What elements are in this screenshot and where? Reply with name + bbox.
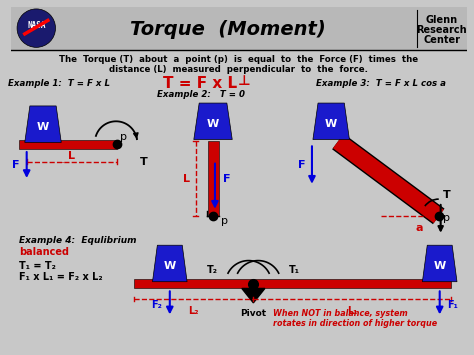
Polygon shape (25, 106, 61, 142)
Text: Example 3:  T = F x L cos a: Example 3: T = F x L cos a (316, 80, 446, 88)
Bar (134, 279, 451, 288)
Text: Example 1:  T = F x L: Example 1: T = F x L (9, 80, 110, 88)
Text: T₁ = T₂: T₁ = T₂ (19, 261, 56, 271)
Text: p: p (120, 132, 127, 142)
Bar (19, 140, 117, 149)
Text: Pivot: Pivot (240, 308, 266, 318)
Text: L: L (68, 151, 75, 161)
Text: Torque  (Moment): Torque (Moment) (129, 20, 325, 39)
Text: Center: Center (423, 35, 460, 45)
Text: T: T (140, 157, 148, 166)
Text: Example 2:   T = 0: Example 2: T = 0 (156, 90, 245, 99)
Text: F: F (298, 160, 305, 170)
Text: a: a (416, 223, 423, 233)
Text: T = F x L: T = F x L (164, 76, 237, 91)
Text: L: L (183, 174, 190, 184)
Text: W: W (164, 261, 176, 271)
Text: Glenn: Glenn (426, 16, 458, 26)
Text: L: L (374, 163, 380, 173)
Text: F₁: F₁ (447, 300, 458, 310)
Text: W: W (434, 261, 446, 271)
Text: The  Torque (T)  about  a  point (p)  is  equal  to  the  Force (F)  times  the: The Torque (T) about a point (p) is equa… (59, 55, 419, 64)
Text: L₂: L₂ (189, 306, 199, 316)
Text: NASA: NASA (27, 21, 46, 30)
Polygon shape (242, 289, 265, 303)
Polygon shape (422, 245, 457, 282)
Text: p: p (221, 216, 228, 226)
Bar (208, 142, 219, 217)
Text: W: W (37, 122, 49, 132)
Polygon shape (153, 245, 187, 282)
Text: T: T (443, 190, 450, 200)
Text: distance (L)  measured  perpendicular  to  the  force.: distance (L) measured perpendicular to t… (109, 65, 368, 74)
Circle shape (17, 9, 55, 47)
Text: F₁ x L₁ = F₂ x L₂: F₁ x L₁ = F₂ x L₂ (19, 272, 103, 282)
Text: Example 4:  Equlibrium: Example 4: Equlibrium (19, 236, 137, 245)
Text: W: W (207, 119, 219, 129)
Polygon shape (313, 103, 349, 140)
Text: Research: Research (416, 25, 467, 35)
Text: p: p (443, 213, 449, 223)
Text: When NOT in balance, system
rotates in direction of higher torque: When NOT in balance, system rotates in d… (273, 308, 437, 328)
Text: - -: - - (57, 159, 64, 165)
Text: L₁: L₁ (347, 306, 357, 316)
Text: ⊥: ⊥ (237, 74, 250, 88)
Text: T₁: T₁ (289, 265, 300, 275)
Text: F: F (223, 174, 230, 184)
Text: F₂: F₂ (151, 300, 162, 310)
Text: T₂: T₂ (207, 265, 218, 275)
Text: balanced: balanced (19, 247, 69, 257)
Polygon shape (194, 103, 232, 140)
Text: W: W (325, 119, 337, 129)
Text: F: F (12, 160, 20, 170)
Bar (11, 7, 466, 50)
